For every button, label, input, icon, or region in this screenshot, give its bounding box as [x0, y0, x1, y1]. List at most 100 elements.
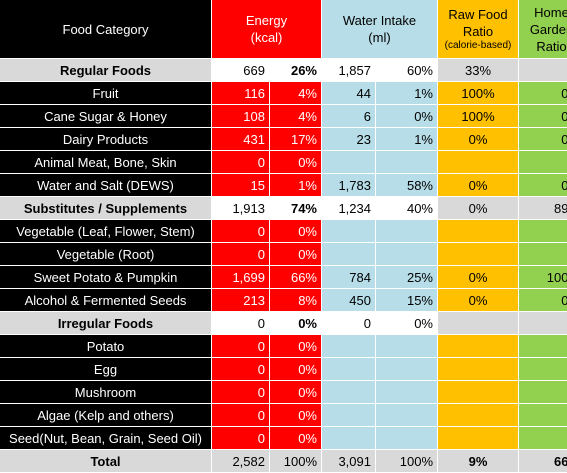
water-value: 0 [322, 312, 376, 335]
raw-ratio [438, 404, 519, 427]
water-value [322, 358, 376, 381]
garden-ratio [519, 335, 567, 358]
row-label: Egg [0, 358, 212, 381]
energy-value: 431 [212, 128, 270, 151]
energy-value: 1,699 [212, 266, 270, 289]
garden-ratio [519, 59, 567, 82]
energy-pct: 17% [270, 128, 322, 151]
energy-value: 0 [212, 335, 270, 358]
row-label-total: Total [0, 450, 212, 473]
row-label: Cane Sugar & Honey [0, 105, 212, 128]
energy-value: 15 [212, 174, 270, 197]
water-value [322, 335, 376, 358]
raw-ratio: 0% [438, 128, 519, 151]
water-pct: 60% [376, 59, 438, 82]
energy-value: 0 [212, 404, 270, 427]
energy-pct: 0% [270, 335, 322, 358]
water-pct [376, 404, 438, 427]
garden-ratio: 0% [519, 82, 567, 105]
energy-pct: 4% [270, 82, 322, 105]
energy-pct: 0% [270, 404, 322, 427]
garden-ratio [519, 312, 567, 335]
row-label: Vegetable (Leaf, Flower, Stem) [0, 220, 212, 243]
energy-pct: 0% [270, 243, 322, 266]
energy-pct: 4% [270, 105, 322, 128]
energy-value: 1,913 [212, 197, 270, 220]
raw-ratio: 100% [438, 105, 519, 128]
garden-ratio: 100% [519, 266, 567, 289]
water-pct [376, 151, 438, 174]
raw-ratio: 0% [438, 197, 519, 220]
raw-ratio [438, 243, 519, 266]
row-label: Irregular Foods [0, 312, 212, 335]
water-value: 784 [322, 266, 376, 289]
water-pct: 40% [376, 197, 438, 220]
energy-pct: 0% [270, 427, 322, 450]
header-garden-line2: Garden [529, 21, 567, 37]
garden-ratio: 0% [519, 128, 567, 151]
energy-value: 0 [212, 151, 270, 174]
row-label: Algae (Kelp and others) [0, 404, 212, 427]
water-pct: 1% [376, 82, 438, 105]
energy-pct: 100% [270, 450, 322, 473]
garden-ratio [519, 358, 567, 381]
raw-ratio [438, 335, 519, 358]
garden-ratio [519, 151, 567, 174]
water-value: 1,234 [322, 197, 376, 220]
raw-ratio [438, 427, 519, 450]
row-label: Vegetable (Root) [0, 243, 212, 266]
water-pct: 100% [376, 450, 438, 473]
energy-value: 0 [212, 312, 270, 335]
water-value: 1,857 [322, 59, 376, 82]
row-label: Animal Meat, Bone, Skin [0, 151, 212, 174]
raw-ratio [438, 358, 519, 381]
water-pct [376, 220, 438, 243]
row-label: Fruit [0, 82, 212, 105]
raw-ratio [438, 381, 519, 404]
water-value [322, 151, 376, 174]
water-value: 3,091 [322, 450, 376, 473]
energy-value: 0 [212, 220, 270, 243]
energy-value: 0 [212, 243, 270, 266]
header-water: Water Intake (ml) [322, 0, 438, 59]
row-label: Mushroom [0, 381, 212, 404]
raw-ratio [438, 220, 519, 243]
water-pct: 15% [376, 289, 438, 312]
energy-pct: 0% [270, 151, 322, 174]
water-pct: 0% [376, 105, 438, 128]
energy-pct: 74% [270, 197, 322, 220]
energy-pct: 0% [270, 220, 322, 243]
water-value [322, 427, 376, 450]
header-raw-line3: (calorie-based) [444, 40, 512, 51]
raw-ratio: 100% [438, 82, 519, 105]
garden-ratio [519, 243, 567, 266]
water-pct: 0% [376, 312, 438, 335]
water-pct: 25% [376, 266, 438, 289]
garden-ratio [519, 220, 567, 243]
energy-value: 0 [212, 427, 270, 450]
row-label: Substitutes / Supplements [0, 197, 212, 220]
water-value: 44 [322, 82, 376, 105]
water-pct [376, 358, 438, 381]
header-raw-food: Raw Food Ratio (calorie-based) [438, 0, 519, 59]
garden-ratio: 0% [519, 289, 567, 312]
energy-pct: 26% [270, 59, 322, 82]
header-raw-line1: Raw Food [448, 7, 508, 22]
raw-ratio [438, 151, 519, 174]
garden-ratio [519, 404, 567, 427]
header-garden-line3: Ratio [536, 38, 567, 54]
header-raw-line2: Ratio [462, 24, 494, 39]
row-label: Water and Salt (DEWS) [0, 174, 212, 197]
water-value: 1,783 [322, 174, 376, 197]
header-energy: Energy (kcal) [212, 0, 322, 59]
garden-ratio [519, 427, 567, 450]
header-energy-unit: (kcal) [250, 30, 283, 45]
energy-pct: 66% [270, 266, 322, 289]
energy-value: 669 [212, 59, 270, 82]
garden-ratio: 0% [519, 174, 567, 197]
water-value: 6 [322, 105, 376, 128]
header-garden-line1: Home [534, 4, 567, 20]
energy-value: 0 [212, 381, 270, 404]
header-category-label: Food Category [62, 21, 149, 37]
